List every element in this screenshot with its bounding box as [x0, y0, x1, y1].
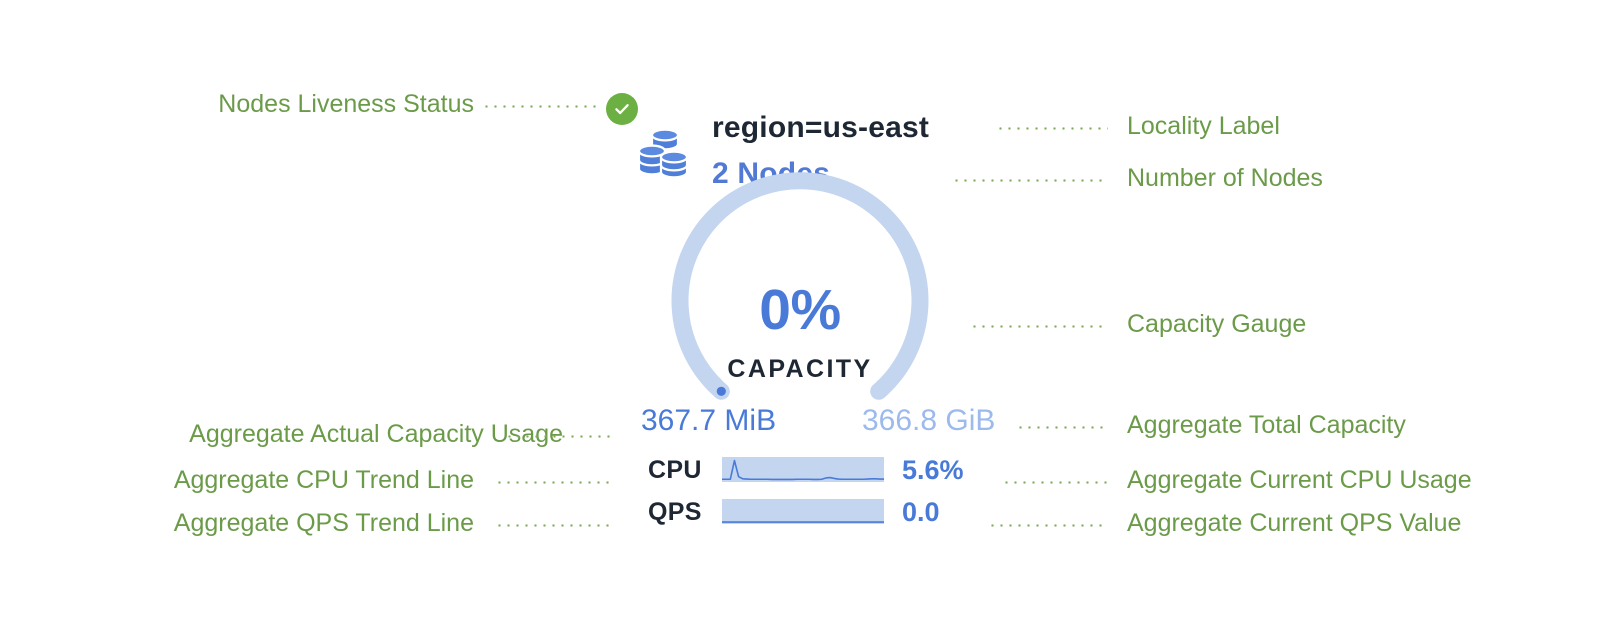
- cpu-metric-label: CPU: [648, 456, 702, 484]
- leader-nodes-liveness-status: [482, 105, 600, 108]
- capacity-caption: CAPACITY: [727, 355, 873, 383]
- qps-metric-label: QPS: [648, 498, 702, 526]
- cpu-current-value: 5.6%: [902, 455, 964, 485]
- annotation-aggregate-current-cpu-usage: Aggregate Current CPU Usage: [1127, 466, 1472, 494]
- leader-aggregate-cpu-trend-line: [495, 481, 615, 484]
- capacity-percent-value: 0%: [759, 278, 841, 342]
- capacity-used-value: 367.7 MiB: [641, 404, 777, 437]
- leader-locality-label: [996, 127, 1108, 130]
- annotation-capacity-gauge: Capacity Gauge: [1127, 310, 1307, 338]
- leader-aggregate-total-capacity: [1016, 426, 1108, 429]
- leader-aggregate-qps-trend-line: [495, 524, 615, 527]
- capacity-gauge[interactable]: [655, 172, 945, 405]
- locality-label-text: region=us-east: [712, 111, 930, 144]
- annotation-aggregate-cpu-trend-line: Aggregate CPU Trend Line: [173, 466, 474, 494]
- annotation-aggregate-actual-capacity-usage: Aggregate Actual Capacity Usage: [189, 420, 563, 448]
- annotation-aggregate-current-qps-value: Aggregate Current QPS Value: [1127, 509, 1462, 537]
- annotation-aggregate-qps-trend-line: Aggregate QPS Trend Line: [173, 509, 474, 537]
- cpu-sparkline: [722, 457, 884, 482]
- database-stack-icon: [632, 119, 694, 181]
- qps-current-value: 0.0: [902, 497, 940, 527]
- annotation-aggregate-total-capacity: Aggregate Total Capacity: [1127, 411, 1406, 439]
- capacity-total-value: 366.8 GiB: [862, 404, 996, 437]
- leader-aggregate-actual-capacity-usage: [505, 435, 610, 438]
- leader-capacity-gauge: [970, 325, 1108, 328]
- annotation-number-of-nodes: Number of Nodes: [1127, 164, 1323, 192]
- leader-aggregate-current-cpu-usage: [1002, 481, 1108, 484]
- annotation-nodes-liveness-status: Nodes Liveness Status: [218, 90, 474, 118]
- leader-aggregate-current-qps-value: [988, 524, 1108, 527]
- leader-number-of-nodes: [952, 179, 1108, 182]
- check-circle-icon: [606, 93, 638, 125]
- annotation-locality-label: Locality Label: [1127, 112, 1280, 140]
- qps-sparkline: [722, 499, 884, 524]
